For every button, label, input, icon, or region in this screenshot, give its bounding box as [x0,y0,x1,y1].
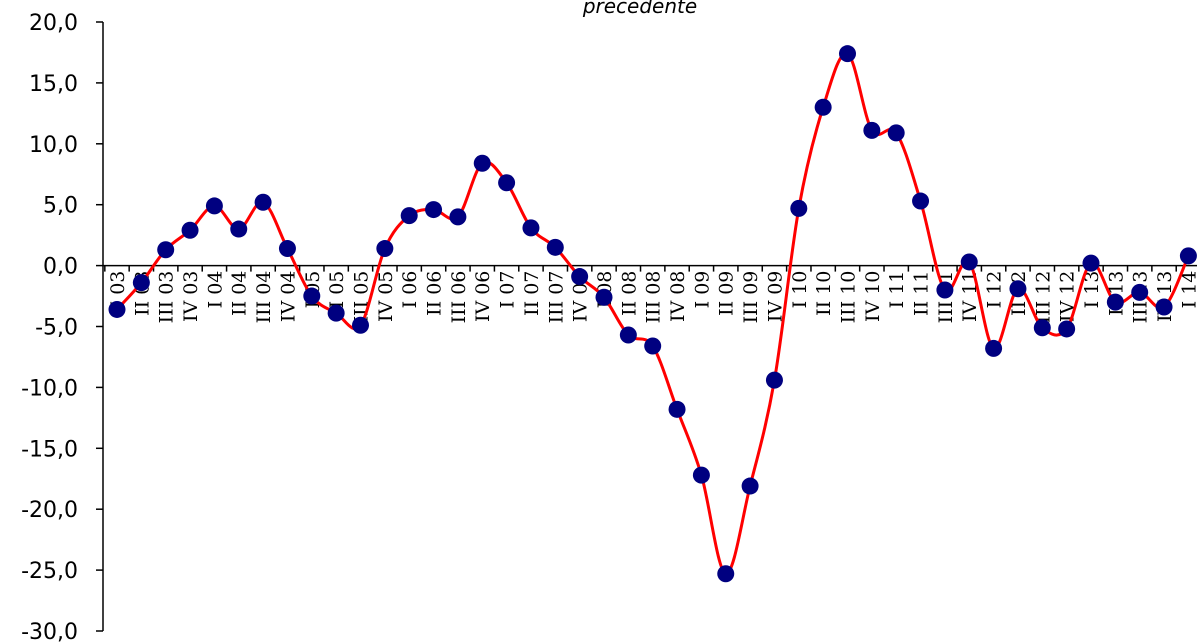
data-point [644,337,662,355]
data-point [157,241,175,259]
data-point [108,300,126,318]
data-point [1009,280,1027,298]
data-point [790,199,808,217]
y-axis-labels: 20,0 15,0 10,0 5,0 0,0 -5,0 -10,0 -15,0 -20,0 -25… [21,11,78,643]
x-tick-label: IV 04 [277,271,299,322]
data-point [595,288,613,306]
x-tick-label: II 11 [911,271,933,316]
data-point [1155,298,1173,316]
data-point [254,193,272,211]
x-tick-label: IV 03 [180,271,202,322]
x-tick-label: II 07 [521,271,543,316]
x-tick-label: II 05 [326,271,348,316]
data-point [303,287,321,305]
y-tick-label: 0,0 [43,255,78,280]
y-tick-label: 5,0 [43,194,78,219]
data-point [230,220,248,238]
data-point [1106,293,1124,311]
x-tick-label: II 09 [716,271,738,316]
x-tick-label: IV 12 [1057,271,1079,322]
data-point [1131,283,1149,301]
data-point [668,400,686,418]
x-tick-label: II 06 [424,271,446,316]
data-point [473,154,491,172]
x-tick-label: IV 06 [472,271,494,322]
x-tick-label: III 09 [740,271,762,324]
data-point [498,174,516,192]
data-point [765,371,783,389]
series-markers [108,45,1197,583]
x-tick-label: I 13 [1081,271,1103,309]
data-point [936,281,954,299]
x-tick-label: II 04 [229,271,251,316]
data-point [912,192,930,210]
data-point [1033,319,1051,337]
x-tick-label: III 06 [448,271,470,324]
x-tick-label: IV 05 [375,271,397,322]
data-point [717,565,735,583]
data-point [278,240,296,258]
x-tick-label: I 06 [399,271,421,309]
data-point [205,197,223,215]
data-point [522,219,540,237]
y-tick-label: 10,0 [29,133,78,158]
x-tick-label: IV 09 [764,271,786,322]
data-point [181,221,199,239]
data-point [839,45,856,63]
x-tick-label: I 11 [886,271,908,309]
data-point [887,124,905,142]
chart-title: precedente [582,0,697,18]
y-tick-label: 20,0 [29,11,78,36]
x-tick-label: III 12 [1032,271,1054,324]
y-tick-label: -30,0 [21,620,78,643]
x-tick-label: III 04 [253,271,275,324]
x-tick-label: I 12 [984,271,1006,309]
x-tick-label: II 10 [813,271,835,316]
data-point [132,274,150,292]
x-tick-label: I 03 [107,271,129,309]
data-point [546,238,564,256]
data-point [985,339,1003,357]
data-point [619,326,637,344]
y-tick-label: -15,0 [21,437,78,462]
x-tick-label: III 03 [156,271,178,324]
x-tick-label: I 04 [204,271,226,309]
x-tick-label: I 07 [497,271,519,309]
data-point [741,477,759,495]
x-tick-label: I 10 [789,271,811,309]
data-point [376,240,394,258]
x-tick-label: IV 10 [862,271,884,322]
data-point [1058,320,1076,338]
data-point [352,316,369,334]
data-point [327,304,345,322]
x-tick-label: I 09 [691,271,713,309]
axes [96,21,1197,632]
data-point [814,98,832,116]
data-point [449,208,467,226]
data-point [960,253,978,271]
x-tick-label: III 10 [838,271,860,324]
x-tick-label: III 08 [643,271,665,324]
data-point [692,466,710,484]
data-point [863,121,881,139]
data-point [571,268,589,286]
data-point [1082,254,1100,272]
y-tick-label: -5,0 [35,316,78,341]
x-tick-label: III 07 [545,271,567,324]
x-tick-label: IV 08 [667,271,689,322]
data-point [400,207,418,225]
x-tick-label: I 14 [1178,271,1197,309]
y-tick-label: -10,0 [21,376,78,401]
y-tick-label: -25,0 [21,559,78,584]
y-tick-label: -20,0 [21,498,78,523]
data-point [425,201,443,219]
x-tick-label: II 08 [618,271,640,316]
y-tick-label: 15,0 [29,72,78,97]
data-point [1179,247,1197,265]
